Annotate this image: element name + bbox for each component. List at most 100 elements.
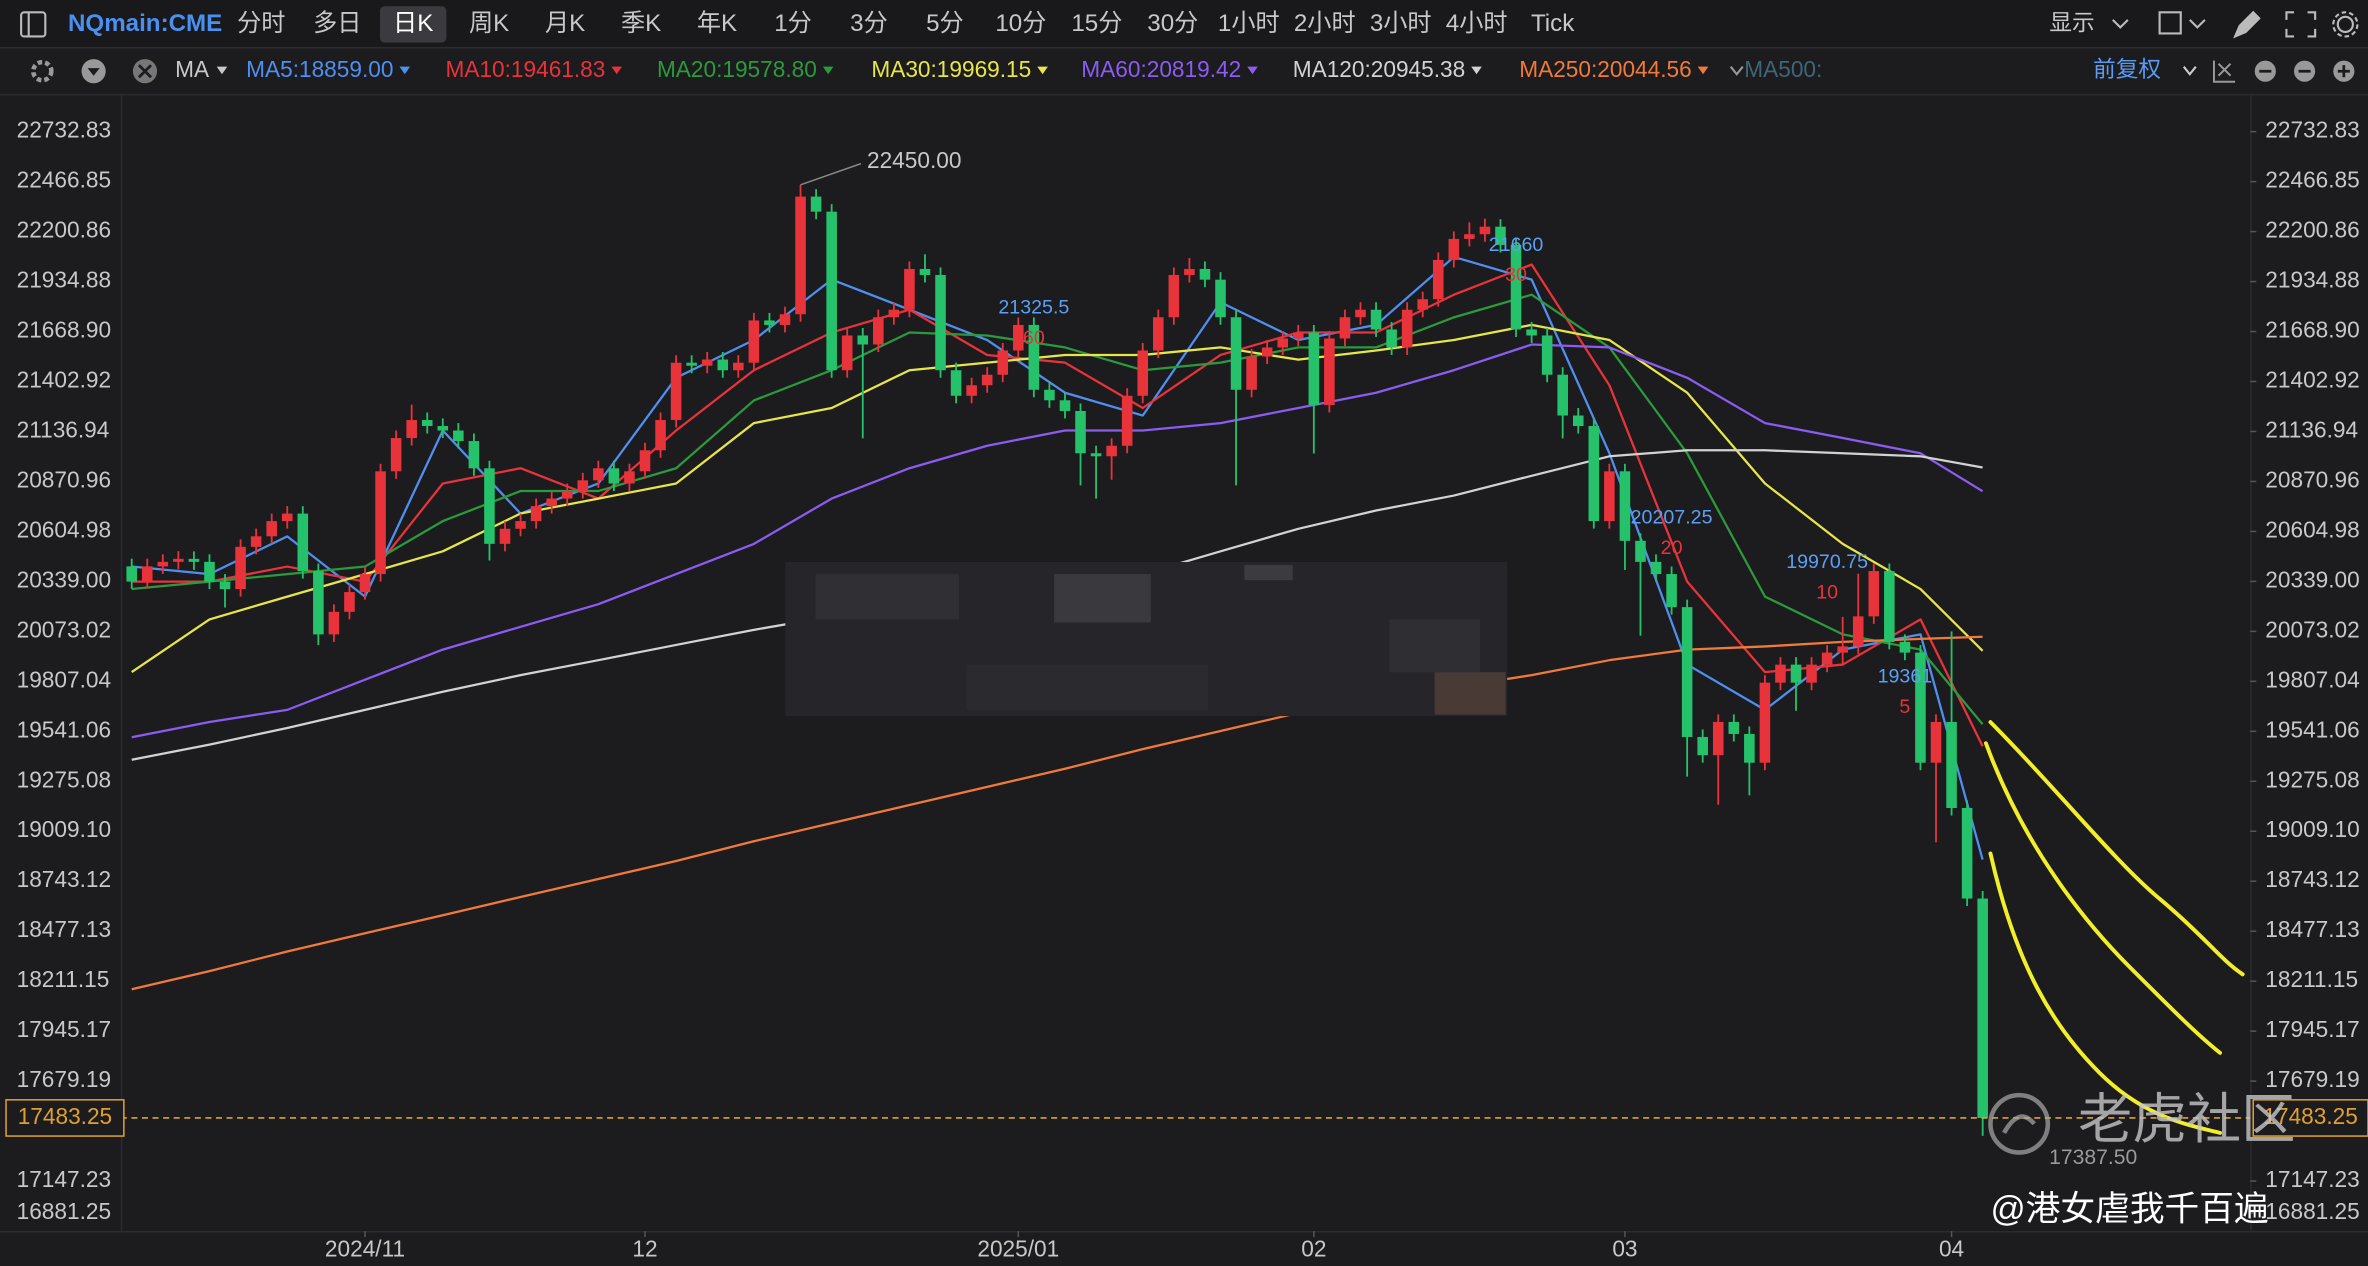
candle-body: [173, 558, 184, 562]
dropdown[interactable]: [2189, 19, 2206, 29]
blur-block: [815, 574, 959, 620]
square-icon[interactable]: [2158, 11, 2182, 35]
period-tab[interactable]: 2小时: [1294, 10, 1356, 37]
legend-entry[interactable]: MA5:18859.00: [246, 56, 393, 82]
x-tick-label: 12: [632, 1236, 657, 1262]
dropdown[interactable]: [1697, 66, 1709, 75]
candle-body: [1619, 471, 1631, 541]
symbol[interactable]: NQmain:CME: [68, 10, 222, 37]
candle-body: [624, 471, 635, 484]
candle-body: [1215, 279, 1226, 318]
y-tick-label: 19541.06: [17, 716, 111, 742]
legend-entry[interactable]: MA10:19461.83: [446, 56, 606, 82]
candle-body: [655, 420, 666, 451]
y-tick-label: 20339.00: [17, 566, 111, 592]
blur-block: [1434, 672, 1506, 715]
y-tick-label: 19807.04: [17, 666, 111, 692]
period-tab[interactable]: 1分: [774, 10, 812, 37]
y-tick-label: 20870.96: [17, 466, 111, 492]
dropdown[interactable]: [399, 66, 411, 75]
candle-body: [328, 611, 340, 635]
candle-body: [1261, 347, 1273, 357]
ma-menu[interactable]: MA: [175, 56, 210, 82]
candle-body: [1308, 332, 1320, 405]
period-tab[interactable]: 年K: [697, 10, 737, 37]
period-tab[interactable]: 周K: [469, 10, 509, 37]
expand-icon[interactable]: [2285, 11, 2317, 38]
dropdown[interactable]: [1037, 66, 1048, 75]
dropdown[interactable]: [1729, 66, 1744, 76]
legend-entry[interactable]: MA500:: [1744, 56, 1822, 82]
dropdown[interactable]: [611, 66, 622, 75]
candle-body: [810, 196, 822, 212]
legend-entry[interactable]: MA120:20945.38: [1293, 56, 1465, 82]
period-tab[interactable]: Tick: [1531, 10, 1575, 37]
candle-body: [1837, 646, 1848, 653]
x-tick-label: 03: [1612, 1236, 1637, 1262]
dropdown[interactable]: [216, 66, 228, 75]
candle-body: [1417, 299, 1428, 310]
period-tab[interactable]: 4小时: [1446, 10, 1508, 37]
watermark-user: @港女虐我千百遍: [1990, 1190, 2268, 1229]
candle-body: [733, 362, 744, 371]
candle-body: [499, 528, 511, 544]
pen-icon[interactable]: [2233, 10, 2261, 39]
candle-body: [453, 430, 464, 442]
candle-body: [1541, 335, 1553, 375]
scale-icon[interactable]: [2212, 60, 2236, 83]
y-tick-label-right: 19541.06: [2265, 716, 2359, 742]
y-tick-label-right: 21136.94: [2265, 416, 2358, 442]
period-tab[interactable]: 15分: [1071, 10, 1122, 37]
settings-icon[interactable]: [2336, 15, 2354, 33]
watermark-logo: [1988, 1092, 2051, 1155]
icon-glyphs: [2259, 65, 2350, 78]
dropdown[interactable]: [2182, 66, 2197, 76]
period-tab[interactable]: 季K: [621, 10, 661, 37]
legend-entry[interactable]: MA250:20044.56: [1519, 56, 1691, 82]
candle-body: [235, 546, 246, 590]
period-tab[interactable]: 10分: [995, 10, 1046, 37]
y-tick-label: 21402.92: [17, 366, 111, 392]
legend-entry[interactable]: MA30:19969.15: [871, 56, 1031, 82]
period-tab[interactable]: 3分: [850, 10, 888, 37]
candle-body: [1588, 426, 1600, 522]
dropdown[interactable]: [822, 66, 834, 75]
period-tab[interactable]: 3小时: [1370, 10, 1432, 37]
period-tab[interactable]: 1小时: [1218, 10, 1280, 37]
y-tick-label: 21934.88: [17, 267, 111, 293]
candle-body: [1013, 324, 1024, 351]
period-tab[interactable]: 月K: [545, 10, 585, 37]
candle-body: [188, 558, 200, 562]
candle-body: [250, 536, 262, 547]
dropdown[interactable]: [2112, 19, 2129, 29]
candle-body: [841, 335, 853, 371]
candle-body: [468, 441, 480, 469]
period-tab[interactable]: 分时: [237, 10, 285, 37]
candle-body: [1744, 733, 1755, 763]
display-menu[interactable]: 显示: [2049, 9, 2094, 35]
candle-body: [701, 359, 713, 366]
dropdown[interactable]: [1471, 66, 1482, 75]
legend-entry[interactable]: MA60:20819.42: [1081, 56, 1241, 82]
ma-line: [131, 263, 1984, 747]
gear-icon[interactable]: [30, 59, 54, 83]
period-tab[interactable]: 日K: [393, 10, 433, 37]
candle-body: [1930, 721, 1942, 763]
candle-body: [1324, 338, 1335, 405]
adjust-menu[interactable]: 前复权: [2093, 56, 2161, 82]
y-tick-label: 19009.10: [17, 816, 111, 842]
period-tab[interactable]: 30分: [1147, 10, 1198, 37]
max-label: 22450.00: [867, 147, 961, 173]
y-tick-label-right: 16881.25: [2265, 1198, 2359, 1224]
period-tab[interactable]: 5分: [926, 10, 964, 37]
legend-entry[interactable]: MA20:19578.80: [657, 56, 817, 82]
y-tick-label-right: 18211.15: [2265, 966, 2358, 992]
indicator-icons: [30, 59, 2355, 84]
layout-icon[interactable]: [20, 11, 47, 38]
candle-body: [1635, 540, 1646, 562]
period-tab[interactable]: 多日: [313, 10, 361, 37]
dropdown[interactable]: [1247, 66, 1258, 75]
candle-body: [1806, 664, 1817, 683]
candle-body: [546, 498, 557, 507]
